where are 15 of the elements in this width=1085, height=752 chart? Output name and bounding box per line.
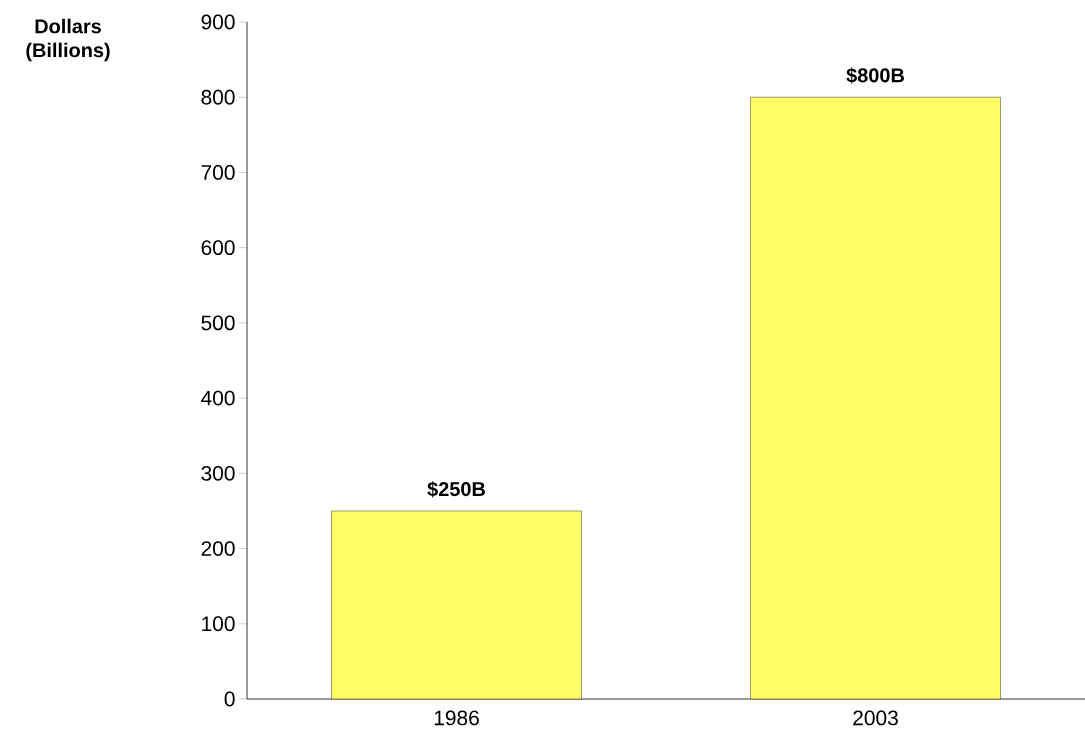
y-tick-label: 800 xyxy=(201,89,235,105)
y-tick-label: 900 xyxy=(201,14,235,30)
y-tick-label: 500 xyxy=(201,315,235,331)
y-tick-label: 0 xyxy=(224,691,235,707)
y-tick-label: 400 xyxy=(201,390,235,406)
x-tick-label: 1986 xyxy=(434,710,479,726)
y-tick-label: 700 xyxy=(201,165,235,180)
data-label: $800B xyxy=(846,67,904,84)
y-tick-label: 600 xyxy=(201,240,235,256)
x-tick-label: 2003 xyxy=(853,710,898,726)
data-label: $250B xyxy=(427,481,485,498)
y-axis-title: Dollars (Billions) xyxy=(26,18,110,62)
y-tick-label: 200 xyxy=(201,541,235,556)
y-tick-label: 100 xyxy=(202,616,235,632)
y-tick-label: 300 xyxy=(201,465,235,481)
